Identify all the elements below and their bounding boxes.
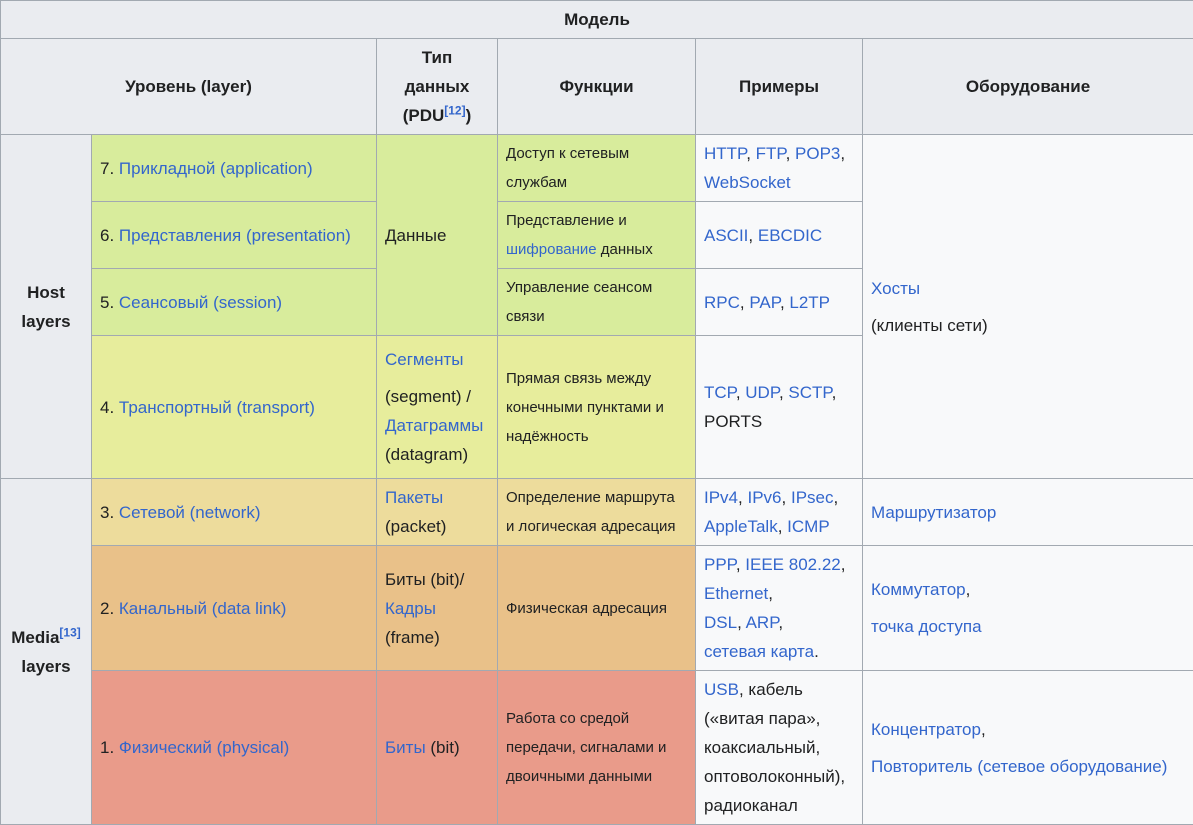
host-layers-group: Host layers (1, 135, 92, 479)
layer-6-presentation: 6. Представления (presentation) (92, 202, 377, 269)
layer-1-link[interactable]: Физический (physical) (119, 738, 289, 757)
layer-1-physical: 1. Физический (physical) (92, 671, 377, 825)
example-link[interactable]: сетевая карта (704, 642, 814, 661)
pdu-segments: Сегменты (segment) / Датаграммы (datagra… (377, 336, 498, 479)
example-link[interactable]: FTP (756, 144, 786, 163)
example-link[interactable]: ASCII (704, 226, 748, 245)
example-link[interactable]: POP3 (795, 144, 840, 163)
examples-7: HTTP, FTP, POP3,WebSocket (696, 135, 863, 202)
repeater-link[interactable]: Повторитель (сетевое оборудование) (871, 752, 1167, 781)
examples-2: PPP, IEEE 802.22, Ethernet,DSL, ARP,сете… (696, 546, 863, 671)
example-link[interactable]: EBCDIC (758, 226, 822, 245)
examples-4: TCP, UDP, SCTP,PORTS (696, 336, 863, 479)
layer-3-network: 3. Сетевой (network) (92, 479, 377, 546)
layer-2-link[interactable]: Канальный (data link) (119, 599, 286, 618)
example-link[interactable]: Ethernet (704, 584, 768, 603)
hardware-switch: Коммутатор,точка доступа (863, 546, 1193, 671)
example-link[interactable]: IPv6 (747, 488, 781, 507)
segments-link[interactable]: Сегменты (385, 350, 463, 369)
layer-5-session: 5. Сеансовый (session) (92, 269, 377, 336)
example-link[interactable]: ICMP (787, 517, 830, 536)
pdu-data: Данные (377, 135, 498, 336)
example-link[interactable]: ARP (746, 613, 779, 632)
layer-7-link[interactable]: Прикладной (application) (119, 159, 313, 178)
layer-4-link[interactable]: Транспортный (transport) (119, 398, 315, 417)
example-link[interactable]: PPP (704, 555, 736, 574)
example-link[interactable]: IPv4 (704, 488, 738, 507)
layer-2-data-link: 2. Канальный (data link) (92, 546, 377, 671)
examples-5: RPC, PAP, L2TP (696, 269, 863, 336)
example-link[interactable]: HTTP (704, 144, 746, 163)
func-2: Физическая адресация (498, 546, 696, 671)
layer-7-application: 7. Прикладной (application) (92, 135, 377, 202)
example-link[interactable]: SCTP (788, 383, 831, 402)
hardware-hosts: Хосты (клиенты сети) (863, 135, 1193, 479)
pdu-packets: Пакеты(packet) (377, 479, 498, 546)
datagrams-link[interactable]: Датаграммы (385, 416, 483, 435)
func-5: Управление сеансом связи (498, 269, 696, 336)
examples-1: USB, кабель («витая пара», коаксиальный,… (696, 671, 863, 825)
encryption-link[interactable]: шифрование (506, 241, 597, 258)
access-point-link[interactable]: точка доступа (871, 612, 982, 641)
header-pdu: Тип данных (PDU[12]) (377, 39, 498, 135)
example-link[interactable]: TCP (704, 383, 736, 402)
reference-link-13[interactable]: [13] (59, 625, 80, 639)
func-1: Работа со средой передачи, сигналами и д… (498, 671, 696, 825)
media-layers-group: Media[13] layers (1, 479, 92, 825)
header-hardware: Оборудование (863, 39, 1193, 135)
layer-6-link[interactable]: Представления (presentation) (119, 226, 351, 245)
example-link[interactable]: RPC (704, 293, 740, 312)
reference-link-12[interactable]: [12] (444, 103, 465, 117)
header-functions: Функции (498, 39, 696, 135)
frames-link[interactable]: Кадры (385, 599, 436, 618)
switch-link[interactable]: Коммутатор (871, 580, 966, 599)
example-link[interactable]: AppleTalk (704, 517, 778, 536)
example-link[interactable]: L2TP (789, 293, 830, 312)
hosts-link[interactable]: Хосты (871, 279, 920, 298)
bits-link[interactable]: Биты (385, 738, 426, 757)
pdu-frames: Биты (bit)/Кадры(frame) (377, 546, 498, 671)
router-link[interactable]: Маршрутизатор (871, 503, 996, 522)
layer-4-transport: 4. Транспортный (transport) (92, 336, 377, 479)
hardware-hub: Концентратор,Повторитель (сетевое оборуд… (863, 671, 1193, 825)
header-layer: Уровень (layer) (1, 39, 377, 135)
example-link[interactable]: DSL (704, 613, 737, 632)
layer-5-link[interactable]: Сеансовый (session) (119, 293, 282, 312)
example-link[interactable]: PAP (749, 293, 780, 312)
packets-link[interactable]: Пакеты (385, 488, 443, 507)
example-link[interactable]: IPsec (791, 488, 834, 507)
table-caption: Модель (1, 1, 1193, 39)
example-link[interactable]: WebSocket (704, 173, 791, 192)
header-examples: Примеры (696, 39, 863, 135)
func-7: Доступ к сетевым службам (498, 135, 696, 202)
examples-3: IPv4, IPv6, IPsec,AppleTalk, ICMP (696, 479, 863, 546)
pdu-bits: Биты (bit) (377, 671, 498, 825)
func-4: Прямая связь между конечными пунктами и … (498, 336, 696, 479)
hub-link[interactable]: Концентратор (871, 720, 981, 739)
layer-3-link[interactable]: Сетевой (network) (119, 503, 261, 522)
example-link[interactable]: IEEE 802.22 (745, 555, 840, 574)
usb-link[interactable]: USB (704, 680, 739, 699)
hardware-router: Маршрутизатор (863, 479, 1193, 546)
func-3: Определение маршрута и логическая адреса… (498, 479, 696, 546)
examples-6: ASCII, EBCDIC (696, 202, 863, 269)
example-link[interactable]: UDP (745, 383, 779, 402)
